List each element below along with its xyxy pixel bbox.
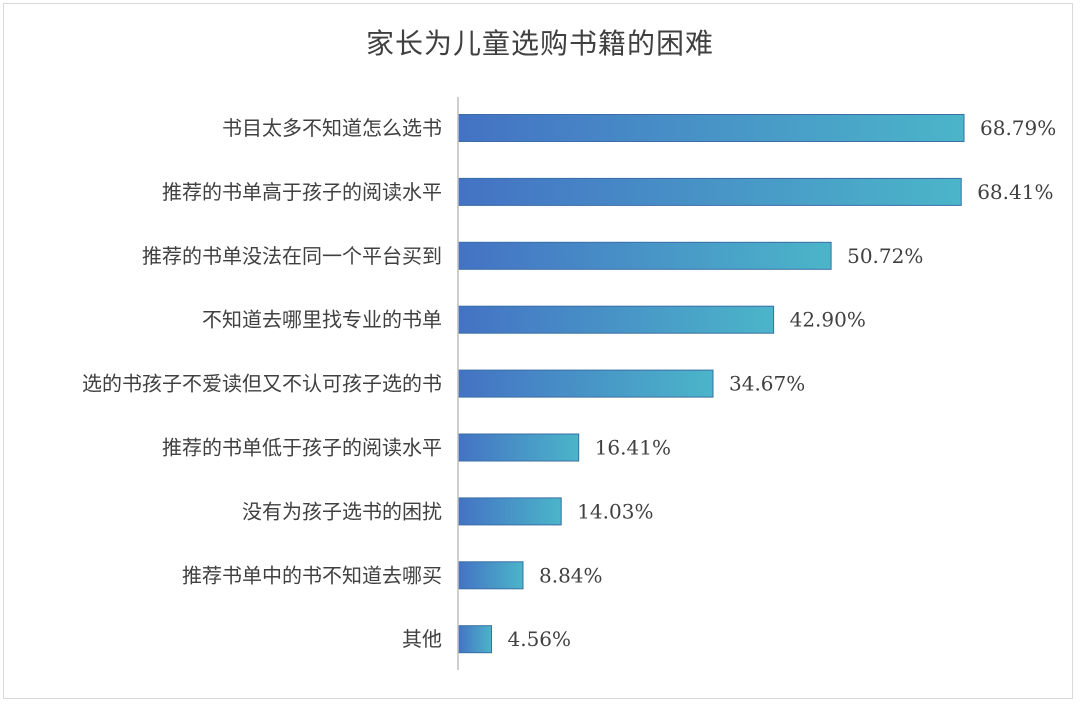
value-label-6: 16.41% (595, 436, 671, 460)
bar-7 (457, 497, 562, 526)
category-label-5: 选的书孩子不爱读但又不认可孩子选的书 (82, 372, 442, 396)
category-label-7: 没有为孩子选书的困扰 (242, 499, 442, 523)
category-label-6: 推荐的书单低于孩子的阅读水平 (162, 436, 442, 460)
value-label-1: 68.79% (980, 116, 1056, 140)
category-label-9: 其他 (402, 627, 442, 651)
bar-1 (457, 114, 965, 142)
value-label-3: 50.72% (847, 244, 923, 268)
bar-2 (457, 177, 962, 206)
value-label-5: 34.67% (729, 372, 805, 396)
bar-3 (457, 241, 832, 270)
bar-9 (457, 625, 492, 654)
value-label-8: 8.84% (539, 563, 603, 587)
category-label-2: 推荐的书单高于孩子的阅读水平 (162, 180, 442, 204)
bar-5 (457, 369, 714, 398)
bar-8 (457, 561, 524, 590)
category-label-1: 书目太多不知道怎么选书 (222, 116, 442, 140)
value-label-2: 68.41% (977, 180, 1053, 204)
bar-4 (457, 305, 775, 334)
chart-title: 家长为儿童选购书籍的困难 (365, 27, 714, 60)
category-label-4: 不知道去哪里找专业的书单 (202, 308, 442, 332)
value-label-4: 42.90% (790, 308, 866, 332)
category-label-8: 推荐书单中的书不知道去哪买 (182, 563, 442, 587)
bar-6 (457, 433, 580, 462)
value-label-9: 4.56% (508, 627, 572, 651)
category-label-3: 推荐的书单没法在同一个平台买到 (142, 244, 442, 268)
value-label-7: 14.03% (577, 499, 653, 523)
